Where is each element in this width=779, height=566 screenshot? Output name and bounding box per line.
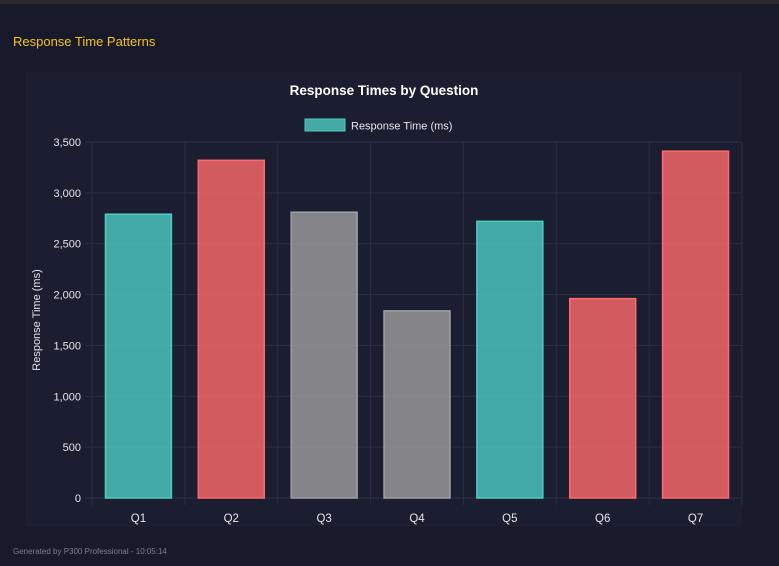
x-tick-label: Q5: [502, 513, 517, 525]
legend-label[interactable]: Response Time (ms): [351, 121, 452, 133]
chart-title: Response Times by Question: [290, 83, 479, 98]
x-tick-label: Q1: [131, 513, 146, 525]
y-tick-label: 3,000: [53, 188, 81, 200]
bar-q6: [569, 297, 637, 499]
bar-q2: [197, 159, 265, 499]
bar-q7: [661, 150, 730, 499]
x-tick-label: Q7: [688, 513, 703, 525]
bar-q5: [476, 220, 544, 499]
section-title: Response Time Patterns: [13, 34, 156, 49]
bar-q4: [383, 310, 451, 499]
y-tick-label: 1,500: [53, 340, 81, 352]
x-tick-label: Q3: [316, 513, 331, 525]
footer-text: Generated by P300 Professional - 10:05:1…: [13, 547, 167, 556]
y-tick-label: 1,000: [53, 391, 81, 403]
y-tick-label: 500: [63, 442, 81, 454]
bar-q3: [290, 211, 358, 499]
y-axis-label: Response Time (ms): [31, 269, 43, 370]
x-tick-label: Q2: [224, 513, 239, 525]
legend-swatch: [304, 118, 346, 132]
y-tick-label: 2,000: [53, 290, 81, 302]
x-tick-label: Q6: [595, 513, 610, 525]
bar-q1: [104, 213, 173, 499]
x-tick-label: Q4: [409, 513, 425, 525]
y-tick-label: 3,500: [53, 137, 81, 149]
y-tick-label: 2,500: [53, 239, 81, 251]
y-tick-label: 0: [75, 493, 81, 505]
top-bar: [0, 0, 779, 4]
